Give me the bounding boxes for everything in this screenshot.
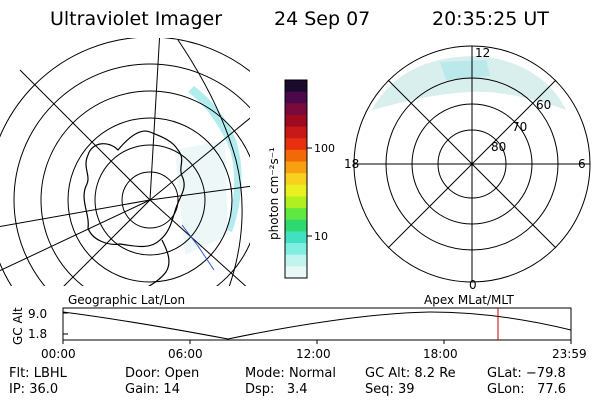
x-tick-label: 06:00 bbox=[168, 347, 203, 361]
colorbar-segment bbox=[285, 243, 307, 256]
filter-info: Flt: LBHL bbox=[9, 366, 67, 381]
gcalt-info: GC Alt: 8.2 Re bbox=[365, 366, 456, 381]
colorbar-segment bbox=[285, 103, 307, 116]
door-value: Open bbox=[164, 366, 200, 381]
colorbar-segment bbox=[285, 231, 307, 244]
y-tick-9: 9.0 bbox=[28, 307, 47, 321]
colorbar-segment bbox=[285, 80, 307, 93]
colorbar-tick-100: 100 bbox=[314, 142, 335, 155]
timeline-frame bbox=[62, 307, 572, 341]
x-tick-label: 00:00 bbox=[41, 347, 76, 361]
colorbar-tick-10: 10 bbox=[314, 230, 328, 243]
mlt-diag bbox=[387, 79, 557, 249]
gain-info: Gain: 14 bbox=[125, 382, 180, 397]
mlat-label-60: 60 bbox=[536, 98, 551, 112]
colorbar-segment bbox=[285, 184, 307, 197]
colorbar-segment bbox=[285, 126, 307, 139]
gcalt-value: 8.2 Re bbox=[414, 366, 456, 381]
mode-value: Normal bbox=[288, 366, 336, 381]
mlt-label-0: 0 bbox=[469, 278, 477, 292]
lat-circle bbox=[67, 117, 233, 283]
filter-value: LBHL bbox=[33, 366, 67, 381]
earth-limb bbox=[177, 39, 243, 286]
y-tick-1-8: 1.8 bbox=[28, 327, 47, 341]
seq-value: 39 bbox=[398, 382, 415, 397]
mlt-label-12: 12 bbox=[475, 46, 490, 60]
colorbar-segment bbox=[285, 208, 307, 221]
colorbar-segment bbox=[285, 161, 307, 174]
glon-info: GLon: 77.6 bbox=[487, 382, 567, 397]
lat-circle bbox=[94, 144, 206, 256]
dsp-value: 3.4 bbox=[286, 382, 308, 397]
gain-value: 14 bbox=[163, 382, 180, 397]
time-label: 20:35:25 UT bbox=[432, 8, 549, 30]
mlat-label-70: 70 bbox=[512, 120, 527, 134]
left-map-label: Geographic Lat/Lon bbox=[68, 293, 185, 307]
mlat-label-80: 80 bbox=[491, 140, 506, 154]
mlt-label-6: 6 bbox=[578, 157, 586, 171]
colorbar-segment bbox=[285, 138, 307, 151]
lat-circle bbox=[121, 171, 179, 229]
peninsula-outline bbox=[148, 239, 170, 286]
lat-circle bbox=[13, 63, 250, 286]
aurora-fringe bbox=[188, 86, 242, 232]
ip-value: 36.0 bbox=[29, 382, 59, 397]
meridian bbox=[149, 38, 161, 201]
meridian bbox=[63, 199, 151, 286]
aurora-oval bbox=[372, 56, 566, 110]
x-tick-label: 23:59 bbox=[552, 347, 587, 361]
glon-value: 77.6 bbox=[537, 382, 567, 397]
colorbar-segment bbox=[285, 149, 307, 163]
colorbar-segment bbox=[285, 173, 307, 186]
geographic-map bbox=[0, 38, 250, 286]
meridian bbox=[19, 69, 151, 201]
door-info: Door: Open bbox=[125, 366, 200, 381]
meridian bbox=[149, 117, 250, 201]
instrument-title: Ultraviolet Imager bbox=[50, 8, 223, 30]
glat-info: GLat: −79.8 bbox=[487, 366, 566, 381]
mlt-label-18: 18 bbox=[344, 157, 359, 171]
colorbar-segment bbox=[285, 219, 307, 232]
altitude-curve bbox=[62, 311, 572, 340]
colorbar-segment bbox=[285, 254, 307, 267]
antarctica-outline bbox=[83, 130, 185, 248]
meridian bbox=[149, 185, 250, 201]
colorbar-segment bbox=[285, 196, 307, 209]
right-map-label: Apex MLat/MLT bbox=[424, 293, 514, 307]
x-tick-label: 18:00 bbox=[423, 347, 458, 361]
seq-info: Seq: 39 bbox=[365, 382, 415, 397]
colorbar-segment bbox=[285, 91, 307, 104]
dsp-info: Dsp: 3.4 bbox=[245, 382, 308, 397]
meridian bbox=[0, 199, 151, 227]
colorbar-segment bbox=[285, 114, 307, 128]
meridian bbox=[0, 199, 151, 272]
date-label: 24 Sep 07 bbox=[274, 8, 371, 30]
x-tick-label: 12:00 bbox=[296, 347, 331, 361]
apex-map bbox=[353, 45, 591, 283]
colorbar-unit-label: photon cm⁻²s⁻¹ bbox=[267, 147, 281, 240]
aurora-patches bbox=[440, 60, 490, 80]
colorbar-segment bbox=[285, 266, 307, 279]
color-bar-frame bbox=[284, 79, 308, 279]
timeline-ylabel: GC Alt bbox=[11, 307, 25, 345]
lat-circle bbox=[40, 90, 250, 286]
ip-info: IP: 36.0 bbox=[9, 382, 59, 397]
mode-info: Mode: Normal bbox=[245, 366, 336, 381]
glat-value: −79.8 bbox=[525, 366, 566, 381]
color-bar bbox=[285, 80, 307, 279]
orbit-track bbox=[181, 224, 215, 271]
timeline-plot bbox=[62, 307, 572, 344]
